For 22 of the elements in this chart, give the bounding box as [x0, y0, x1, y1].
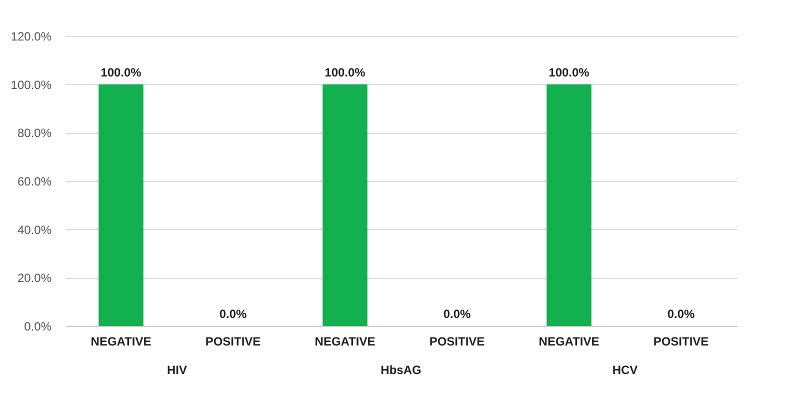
- data-label: 100.0%: [548, 65, 590, 80]
- y-tick-label: 40.0%: [17, 222, 52, 237]
- y-tick-label: 0.0%: [24, 320, 52, 334]
- x-tick-label: POSITIVE: [653, 334, 709, 348]
- data-label: 0.0%: [219, 307, 247, 321]
- y-tick-label: 80.0%: [17, 126, 52, 140]
- x-tick-label: POSITIVE: [205, 334, 261, 348]
- x-tick-label: POSITIVE: [429, 334, 485, 348]
- x-tick-label: NEGATIVE: [90, 334, 152, 348]
- data-label: 100.0%: [100, 65, 142, 80]
- y-tick-label: 60.0%: [17, 174, 52, 188]
- x-tick-label: NEGATIVE: [314, 334, 376, 348]
- text: HCV: [612, 363, 638, 377]
- data-label: 0.0%: [443, 307, 471, 321]
- y-tick-label: 20.0%: [17, 271, 52, 286]
- text: HIV: [166, 363, 188, 377]
- data-label: 100.0%: [324, 65, 366, 80]
- text: HbsAG: [380, 363, 422, 377]
- y-tick-label: 120.0%: [10, 30, 52, 44]
- data-label: 0.0%: [667, 307, 695, 321]
- y-tick-label: 100.0%: [10, 78, 52, 92]
- x-tick-label: NEGATIVE: [538, 334, 600, 348]
